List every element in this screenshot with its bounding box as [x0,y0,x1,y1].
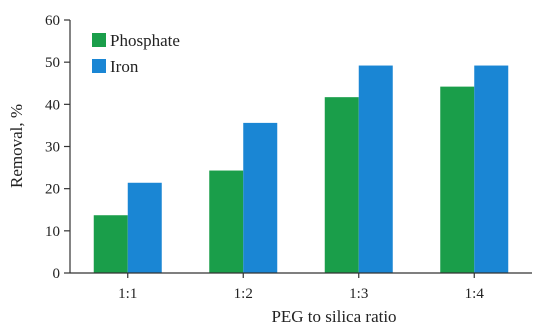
bar-phosphate-1-2 [209,170,244,273]
legend-swatch-phosphate [92,33,106,47]
bar-iron-1-1 [127,182,162,273]
y-axis-label: Removal, % [7,104,26,188]
x-axis-ticks: 1:1 1:2 1:3 1:4 [118,273,484,302]
bar-phosphate-1-3 [324,97,359,273]
legend: Phosphate Iron [92,31,180,76]
x-tick-label: 1:4 [465,286,485,302]
x-tick-label: 1:1 [118,286,137,302]
x-axis-label: PEG to silica ratio [271,307,396,326]
y-tick-label: 0 [53,266,61,282]
bar-iron-1-2 [243,122,278,274]
bar-phosphate-1-1 [93,215,128,273]
bar-iron-1-3 [358,65,393,273]
bars-group [93,65,509,274]
y-axis-ticks: 0 10 20 30 40 50 60 [45,13,70,282]
y-tick-label: 20 [45,182,60,198]
bar-phosphate-1-4 [440,86,475,273]
y-tick-label: 60 [45,13,60,29]
x-tick-label: 1:3 [349,286,368,302]
y-tick-label: 50 [45,55,60,71]
legend-label-iron: Iron [110,57,139,76]
x-tick-label: 1:2 [234,286,253,302]
y-tick-label: 10 [45,224,60,240]
legend-swatch-iron [92,59,106,73]
y-tick-label: 30 [45,140,60,156]
legend-label-phosphate: Phosphate [110,31,180,50]
bar-iron-1-4 [474,65,509,273]
y-tick-label: 40 [45,97,60,113]
